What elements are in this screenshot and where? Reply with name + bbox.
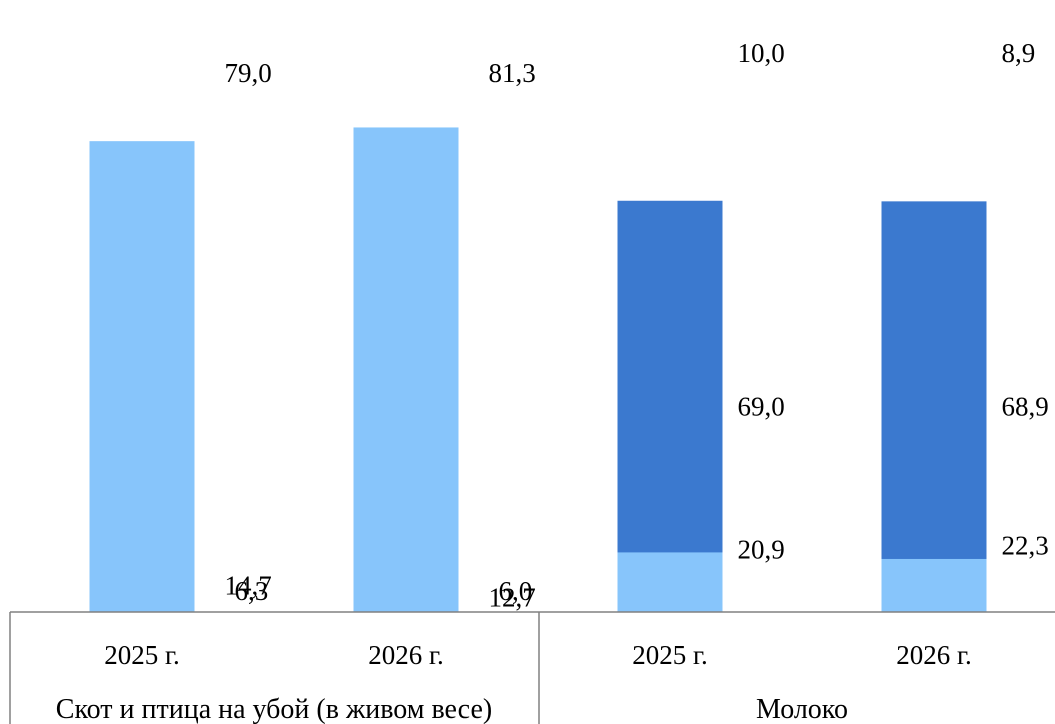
data-label: 6,0 [499, 576, 533, 606]
data-labels-layer: 6,314,7 79,0 6,012,7 81,3 20,9 69,0 10,0 22,3 68… [225, 38, 1049, 612]
bar-segment [881, 201, 987, 612]
x-tick-labels: 2025 г. 2026 г. 2025 г. 2026 г. [104, 640, 972, 670]
bar-segment [617, 200, 723, 612]
data-label: 14,7 [225, 570, 272, 600]
data-label: 10,0 [738, 38, 785, 68]
bar-segment [617, 552, 723, 612]
category-axis [9, 611, 1055, 724]
x-tick-label: 2026 г. [896, 640, 972, 670]
data-label: 8,9 [1002, 38, 1036, 68]
data-label: 12,7 [489, 582, 536, 612]
bar-segment [89, 141, 195, 612]
group-label: Скот и птица на убой (в живом весе) [56, 694, 492, 724]
data-label: 6,3 [235, 576, 269, 606]
x-tick-label: 2025 г. [104, 640, 180, 670]
group-label: Молоко [756, 694, 848, 724]
data-label: 68,9 [1002, 392, 1049, 422]
data-label: 81,3 [489, 58, 536, 88]
data-label: 20,9 [738, 535, 785, 565]
bars-layer [89, 127, 987, 613]
x-tick-label: 2026 г. [368, 640, 444, 670]
data-label: 22,3 [1002, 531, 1049, 561]
x-tick-label: 2025 г. [632, 640, 708, 670]
bar-segment [353, 127, 459, 613]
group-labels: Скот и птица на убой (в живом весе) Молок… [56, 694, 848, 724]
data-label: 69,0 [738, 391, 785, 421]
bar-segment [881, 558, 987, 612]
data-label: 79,0 [225, 58, 272, 88]
